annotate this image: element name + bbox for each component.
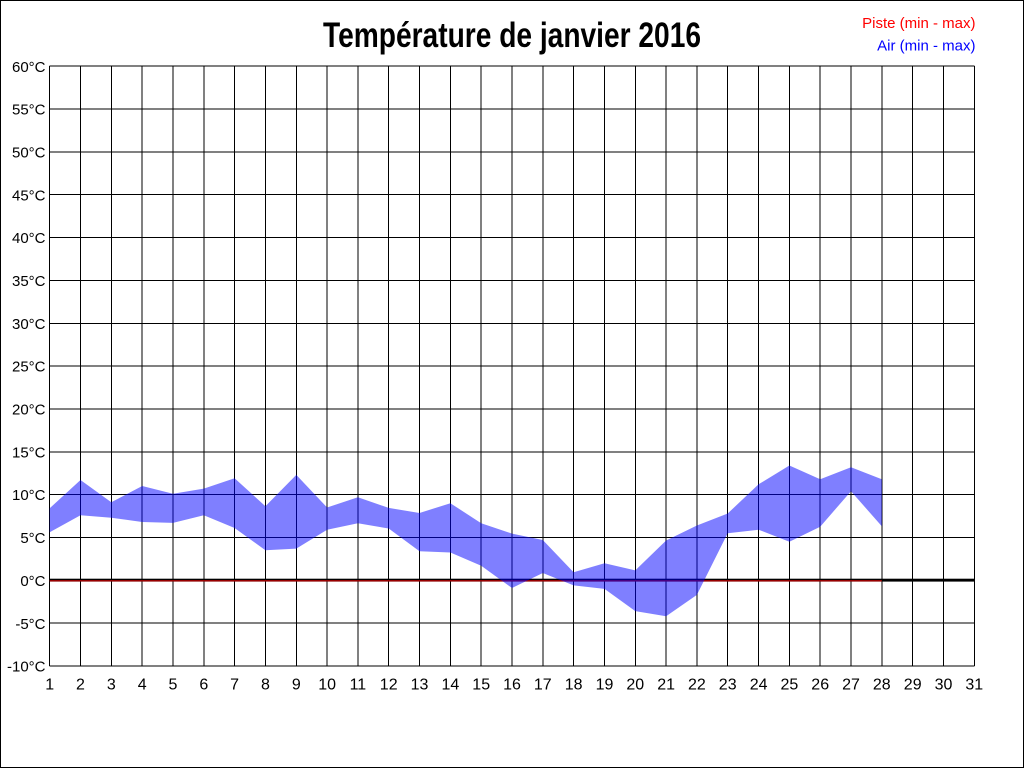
svg-text:30°C: 30°C: [12, 316, 46, 333]
svg-text:Piste (min - max): Piste (min - max): [862, 15, 975, 32]
svg-text:20°C: 20°C: [12, 402, 46, 419]
svg-text:5: 5: [169, 677, 178, 694]
svg-text:7: 7: [230, 677, 239, 694]
svg-text:12: 12: [380, 677, 398, 694]
svg-text:11: 11: [350, 677, 367, 694]
svg-text:20: 20: [626, 677, 644, 694]
svg-text:-10°C: -10°C: [7, 659, 46, 676]
svg-text:31: 31: [965, 677, 983, 694]
svg-text:3: 3: [107, 677, 116, 694]
svg-text:25: 25: [781, 677, 799, 694]
svg-text:55°C: 55°C: [12, 102, 46, 119]
svg-text:13: 13: [411, 677, 429, 694]
svg-text:8: 8: [261, 677, 270, 694]
svg-text:16: 16: [503, 677, 521, 694]
svg-text:Température de janvier 2016: Température de janvier 2016: [323, 16, 701, 55]
svg-text:15°C: 15°C: [12, 444, 46, 461]
svg-text:23: 23: [719, 677, 737, 694]
svg-text:18: 18: [565, 677, 583, 694]
svg-text:4: 4: [138, 677, 147, 694]
svg-text:26: 26: [811, 677, 829, 694]
svg-text:28: 28: [873, 677, 891, 694]
svg-text:27: 27: [842, 677, 860, 694]
svg-text:35°C: 35°C: [12, 273, 46, 290]
svg-text:60°C: 60°C: [12, 59, 46, 76]
svg-text:29: 29: [904, 677, 922, 694]
svg-text:19: 19: [596, 677, 614, 694]
svg-text:17: 17: [534, 677, 552, 694]
svg-text:22: 22: [688, 677, 706, 694]
svg-text:24: 24: [750, 677, 768, 694]
svg-text:2: 2: [76, 677, 85, 694]
svg-text:1: 1: [45, 677, 54, 694]
svg-text:5°C: 5°C: [20, 530, 45, 547]
svg-text:50°C: 50°C: [12, 145, 46, 162]
svg-text:-5°C: -5°C: [15, 616, 45, 633]
svg-text:9: 9: [292, 677, 301, 694]
svg-text:21: 21: [657, 677, 675, 694]
svg-text:10: 10: [318, 677, 336, 694]
svg-text:45°C: 45°C: [12, 187, 46, 204]
svg-text:30: 30: [935, 677, 953, 694]
svg-text:15: 15: [472, 677, 490, 694]
svg-text:25°C: 25°C: [12, 359, 46, 376]
svg-text:10°C: 10°C: [12, 487, 46, 504]
svg-text:0°C: 0°C: [20, 573, 45, 590]
svg-text:14: 14: [442, 677, 460, 694]
svg-text:6: 6: [199, 677, 208, 694]
svg-text:40°C: 40°C: [12, 230, 46, 247]
svg-text:Air (min - max): Air (min - max): [877, 37, 975, 54]
